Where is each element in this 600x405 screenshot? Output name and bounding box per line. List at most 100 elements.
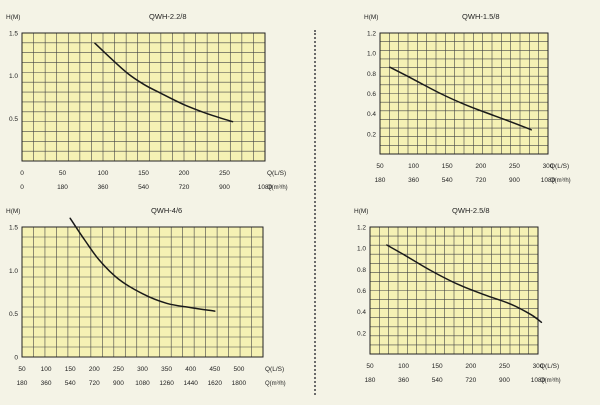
x-tick-label: 100 (41, 366, 52, 373)
x2-axis-label: Q(m³/h) (267, 185, 288, 191)
x-axis-label: Q(L/S) (267, 170, 286, 177)
y-tick-label: 1.0 (9, 73, 18, 80)
x-tick-label: 150 (442, 163, 453, 170)
x-tick-label: 0 (20, 170, 24, 177)
y-tick-label: 0 (14, 355, 18, 362)
x2-tick-label: 540 (442, 177, 453, 184)
x-axis-label: Q(L/S) (540, 363, 559, 370)
y-axis-label: H(M) (6, 14, 20, 21)
plot-area (22, 33, 265, 161)
x-tick-label: 100 (398, 363, 409, 370)
x2-tick-label: 540 (138, 184, 149, 191)
x2-tick-label: 360 (98, 184, 109, 191)
y-tick-label: 0.2 (357, 330, 366, 337)
x2-tick-label: 720 (475, 177, 486, 184)
x-tick-label: 350 (161, 366, 172, 373)
x2-tick-label: 1800 (232, 380, 247, 387)
x-tick-label: 150 (138, 170, 149, 177)
y-tick-label: 0.4 (367, 111, 376, 118)
x2-tick-label: 900 (219, 184, 230, 191)
chart-2 (379, 32, 549, 155)
y-tick-label: 1.0 (9, 268, 18, 275)
chart-title: QWH-1.5/8 (462, 12, 500, 21)
x-tick-label: 200 (179, 170, 190, 177)
x2-tick-label: 360 (408, 177, 419, 184)
pump-curve (389, 66, 532, 131)
x-tick-label: 50 (18, 366, 26, 373)
y-tick-label: 0.6 (367, 91, 376, 98)
x2-tick-label: 1080 (531, 377, 546, 384)
x-tick-label: 500 (233, 366, 244, 373)
x-tick-label: 250 (499, 363, 510, 370)
pump-curve (386, 244, 543, 324)
y-tick-label: 0.5 (9, 311, 18, 318)
chart-title: QWH-4/6 (151, 206, 182, 215)
y-tick-label: 0.6 (357, 288, 366, 295)
dotted-divider (314, 30, 316, 395)
y-tick-label: 1.2 (357, 225, 366, 232)
x2-axis-label: Q(m³/h) (550, 178, 571, 184)
x2-tick-label: 720 (465, 377, 476, 384)
x2-tick-label: 900 (499, 377, 510, 384)
x2-tick-label: 180 (365, 377, 376, 384)
x2-tick-label: 1080 (541, 177, 556, 184)
y-tick-label: 0.8 (367, 71, 376, 78)
x2-tick-label: 1620 (208, 380, 223, 387)
y-tick-label: 0.8 (357, 267, 366, 274)
chart-1 (21, 32, 266, 162)
x-tick-label: 400 (185, 366, 196, 373)
y-axis-label: H(M) (354, 208, 368, 215)
plot-border (21, 226, 264, 358)
y-tick-label: 1.2 (367, 31, 376, 38)
y-tick-label: 1.0 (357, 246, 366, 253)
x2-tick-label: 540 (65, 380, 76, 387)
y-tick-label: 1.5 (9, 225, 18, 232)
x-tick-label: 50 (59, 170, 67, 177)
x2-tick-label: 0 (20, 184, 24, 191)
y-tick-label: 1.5 (9, 31, 18, 38)
x-tick-label: 150 (65, 366, 76, 373)
y-tick-label: 1.0 (367, 51, 376, 58)
x-tick-label: 200 (89, 366, 100, 373)
plot-area (22, 227, 263, 357)
x2-tick-label: 360 (398, 377, 409, 384)
x2-tick-label: 1440 (183, 380, 198, 387)
x2-tick-label: 180 (17, 380, 28, 387)
pump-curve (69, 217, 216, 312)
x-axis-label: Q(L/S) (265, 366, 284, 373)
x-tick-label: 100 (408, 163, 419, 170)
chart-title: QWH-2.2/8 (149, 12, 187, 21)
x-tick-label: 50 (366, 363, 374, 370)
x2-tick-label: 720 (179, 184, 190, 191)
x-tick-label: 250 (113, 366, 124, 373)
x-axis-label: Q(L/S) (550, 163, 569, 170)
x2-tick-label: 1080 (258, 184, 273, 191)
x2-tick-label: 540 (432, 377, 443, 384)
x2-tick-label: 900 (509, 177, 520, 184)
x-tick-label: 300 (533, 363, 544, 370)
x-tick-label: 100 (98, 170, 109, 177)
y-tick-label: 0.2 (367, 131, 376, 138)
x2-tick-label: 1080 (135, 380, 150, 387)
x2-axis-label: Q(m³/h) (265, 381, 286, 387)
x-tick-label: 200 (475, 163, 486, 170)
y-axis-label: H(M) (6, 208, 20, 215)
plot-border (21, 32, 266, 162)
x-tick-label: 250 (509, 163, 520, 170)
plot-border (369, 226, 539, 355)
x2-tick-label: 720 (89, 380, 100, 387)
x-tick-label: 50 (376, 163, 384, 170)
x2-axis-label: Q(m³/h) (540, 378, 561, 384)
x2-tick-label: 180 (375, 177, 386, 184)
x-tick-label: 200 (465, 363, 476, 370)
x2-tick-label: 900 (113, 380, 124, 387)
x2-tick-label: 360 (41, 380, 52, 387)
x2-tick-label: 1260 (159, 380, 174, 387)
chart-title: QWH-2.5/8 (452, 206, 490, 215)
chart-4 (369, 226, 543, 355)
chart-3 (21, 217, 264, 358)
pump-curve (94, 42, 234, 123)
x-tick-label: 300 (137, 366, 148, 373)
